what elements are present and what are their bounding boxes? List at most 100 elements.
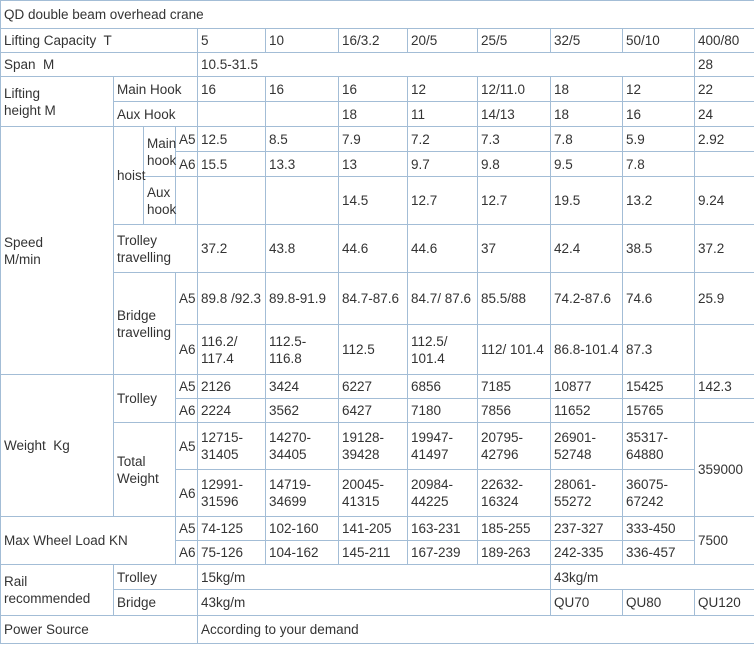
trolley-weight-label: Trolley xyxy=(113,374,176,423)
hoist-main-a5-cell: 5.9 xyxy=(622,126,695,152)
wheel-load-a5-cell: 333-450 xyxy=(622,516,695,541)
total-weight-merged-cell: 359000 xyxy=(693,422,754,517)
trolley-travelling-cell: 42.4 xyxy=(550,224,623,273)
rail-qu-cell: QU120 xyxy=(693,589,754,616)
aux-hook-height-cell: 11 xyxy=(407,101,478,127)
trolley-weight-a5-cell: 15425 xyxy=(622,374,695,399)
table-row: A6 2224 3562 6427 7180 7856 11652 15765 xyxy=(1,398,754,423)
main-hook-height-cell: 12 xyxy=(622,76,695,102)
bridge-a6-cell: 112.5/ 101.4 xyxy=(407,324,478,375)
wheel-load-a5-cell: 74-125 xyxy=(197,516,266,541)
hoist-aux-cell: 19.5 xyxy=(550,176,623,225)
total-weight-a6-cell: 20045-41315 xyxy=(338,469,408,517)
trolley-weight-a6-cell: 7180 xyxy=(407,398,478,423)
hoist-label: hoist xyxy=(113,126,146,225)
table-row: Rail recommended Trolley 15kg/m 43kg/m xyxy=(0,564,754,616)
total-weight-a6-cell: 28061-55272 xyxy=(550,469,623,517)
wheel-load-a6-cell: 75-126 xyxy=(197,540,266,565)
hoist-main-a6-cell: 9.8 xyxy=(477,151,551,177)
wheel-load-a6-cell: 189-263 xyxy=(477,540,551,565)
hoist-main-a5-cell: 7.8 xyxy=(550,126,623,152)
bridge-a5-cell: 84.7/ 87.6 xyxy=(407,272,478,325)
wheel-load-a5-cell: 185-255 xyxy=(477,516,551,541)
hoist-main-a5-cell: 2.92 xyxy=(693,126,754,152)
main-hook-height-cell: 16 xyxy=(265,76,339,102)
trolley-weight-a5-cell: 7185 xyxy=(477,374,551,399)
table-row: Speed M/min hoist Main hook A5 12.5 8.5 … xyxy=(0,126,754,375)
bridge-a5-cell: 74.2-87.6 xyxy=(550,272,623,325)
trolley-weight-a5-cell: 6856 xyxy=(407,374,478,399)
table-row: A6 75-126 104-162 145-211 167-239 189-26… xyxy=(1,540,754,565)
hoist-aux-cell: 13.2 xyxy=(622,176,695,225)
main-hook-height-cell: 16 xyxy=(197,76,266,102)
table-row: Total Weight A5 12715-31405 14270-34405 … xyxy=(1,422,754,517)
wheel-load-a6-cell: 104-162 xyxy=(265,540,339,565)
hoist-main-hook-label: Main hook xyxy=(143,126,176,177)
trolley-weight-a6-cell: 15765 xyxy=(622,398,695,423)
main-hook-height-cell: 12 xyxy=(407,76,478,102)
bridge-a6-cell: 116.2/ 117.4 xyxy=(197,324,266,375)
capacity-value-cell: 50/10 xyxy=(622,28,695,53)
bridge-a6-cell: 87.3 xyxy=(622,324,695,375)
hoist-aux-hook-label: Aux hook xyxy=(143,176,176,225)
trolley-travelling-cell: 44.6 xyxy=(407,224,478,273)
table-row: Aux hook 14.5 12.7 12.7 19.5 13.2 9.24 xyxy=(1,176,754,225)
a6-label: A6 xyxy=(175,469,198,517)
bridge-a5-cell: 89.8 /92.3 xyxy=(197,272,266,325)
table-row: A6 15.5 13.3 13 9.7 9.8 9.5 7.8 xyxy=(1,151,754,177)
span-max-cell: 28 xyxy=(693,52,754,77)
total-weight-a6-cell: 12991-31596 xyxy=(197,469,266,517)
power-source-value: According to your demand xyxy=(196,615,754,644)
bridge-a6-cell xyxy=(693,324,754,375)
wheel-load-a6-cell: 242-335 xyxy=(550,540,623,565)
main-hook-height-cell: 12/11.0 xyxy=(477,76,551,102)
trolley-weight-a6-cell: 3562 xyxy=(265,398,339,423)
span-range-cell: 10.5-31.5 xyxy=(197,52,695,77)
a6-label: A6 xyxy=(175,324,198,375)
total-weight-a5-cell: 12715-31405 xyxy=(197,422,266,470)
a5-label: A5 xyxy=(175,422,198,470)
hoist-main-a6-cell: 13 xyxy=(338,151,408,177)
bridge-a6-cell: 112.5-116.8 xyxy=(265,324,339,375)
aux-hook-height-cell: 16 xyxy=(622,101,695,127)
bridge-a5-cell: 84.7-87.6 xyxy=(338,272,408,325)
table-row: Bridge 43kg/m QU70 QU80 QU120 xyxy=(1,589,754,616)
aux-hook-height-cell: 18 xyxy=(550,101,623,127)
wheel-load-merged-cell: 7500 xyxy=(693,516,754,565)
total-weight-a6-cell: 20984-44225 xyxy=(407,469,478,517)
capacity-value-cell: 10 xyxy=(265,28,339,53)
rail-trolley-value-cell: 15kg/m xyxy=(197,564,551,590)
trolley-travelling-cell: 44.6 xyxy=(338,224,408,273)
a6-label: A6 xyxy=(175,151,198,177)
hoist-aux-cell: 14.5 xyxy=(338,176,408,225)
rail-qu-cell: QU80 xyxy=(622,589,695,616)
main-hook-height-cell: 18 xyxy=(550,76,623,102)
total-weight-a5-cell: 19128-39428 xyxy=(338,422,408,470)
rail-trolley-right-cell: 43kg/m xyxy=(549,564,754,590)
a5-label: A5 xyxy=(175,272,198,325)
table-row: Lifting height M Main Hook 16 16 16 12 1… xyxy=(0,76,754,127)
capacity-value-cell: 400/80 xyxy=(693,28,754,53)
bridge-a5-cell: 25.9 xyxy=(693,272,754,325)
trolley-weight-a5-cell: 6227 xyxy=(338,374,408,399)
rail-bridge-label: Bridge xyxy=(113,589,198,616)
table-title: QD double beam overhead crane xyxy=(0,0,754,29)
wheel-load-a6-cell: 336-457 xyxy=(622,540,695,565)
trolley-travelling-label: Trolley travelling xyxy=(113,224,198,273)
trolley-travelling-cell: 43.8 xyxy=(265,224,339,273)
total-weight-a5-cell: 20795-42796 xyxy=(477,422,551,470)
wheel-load-a5-cell: 237-327 xyxy=(550,516,623,541)
trolley-weight-a6-cell: 2224 xyxy=(197,398,266,423)
empty-cell xyxy=(175,176,198,225)
hoist-main-a6-cell xyxy=(693,151,754,177)
table-row: Aux Hook 18 11 14/13 18 16 24 xyxy=(1,101,754,127)
aux-hook-height-cell xyxy=(265,101,339,127)
wheel-load-a6-cell: 145-211 xyxy=(338,540,408,565)
total-weight-a5-cell: 19947-41497 xyxy=(407,422,478,470)
hoist-aux-cell xyxy=(197,176,266,225)
aux-hook-height-cell: 14/13 xyxy=(477,101,551,127)
aux-hook-height-cell: 18 xyxy=(338,101,408,127)
table-row: Max Wheel Load KN A5 74-125 102-160 141-… xyxy=(0,516,754,565)
main-hook-height-cell: 16 xyxy=(338,76,408,102)
